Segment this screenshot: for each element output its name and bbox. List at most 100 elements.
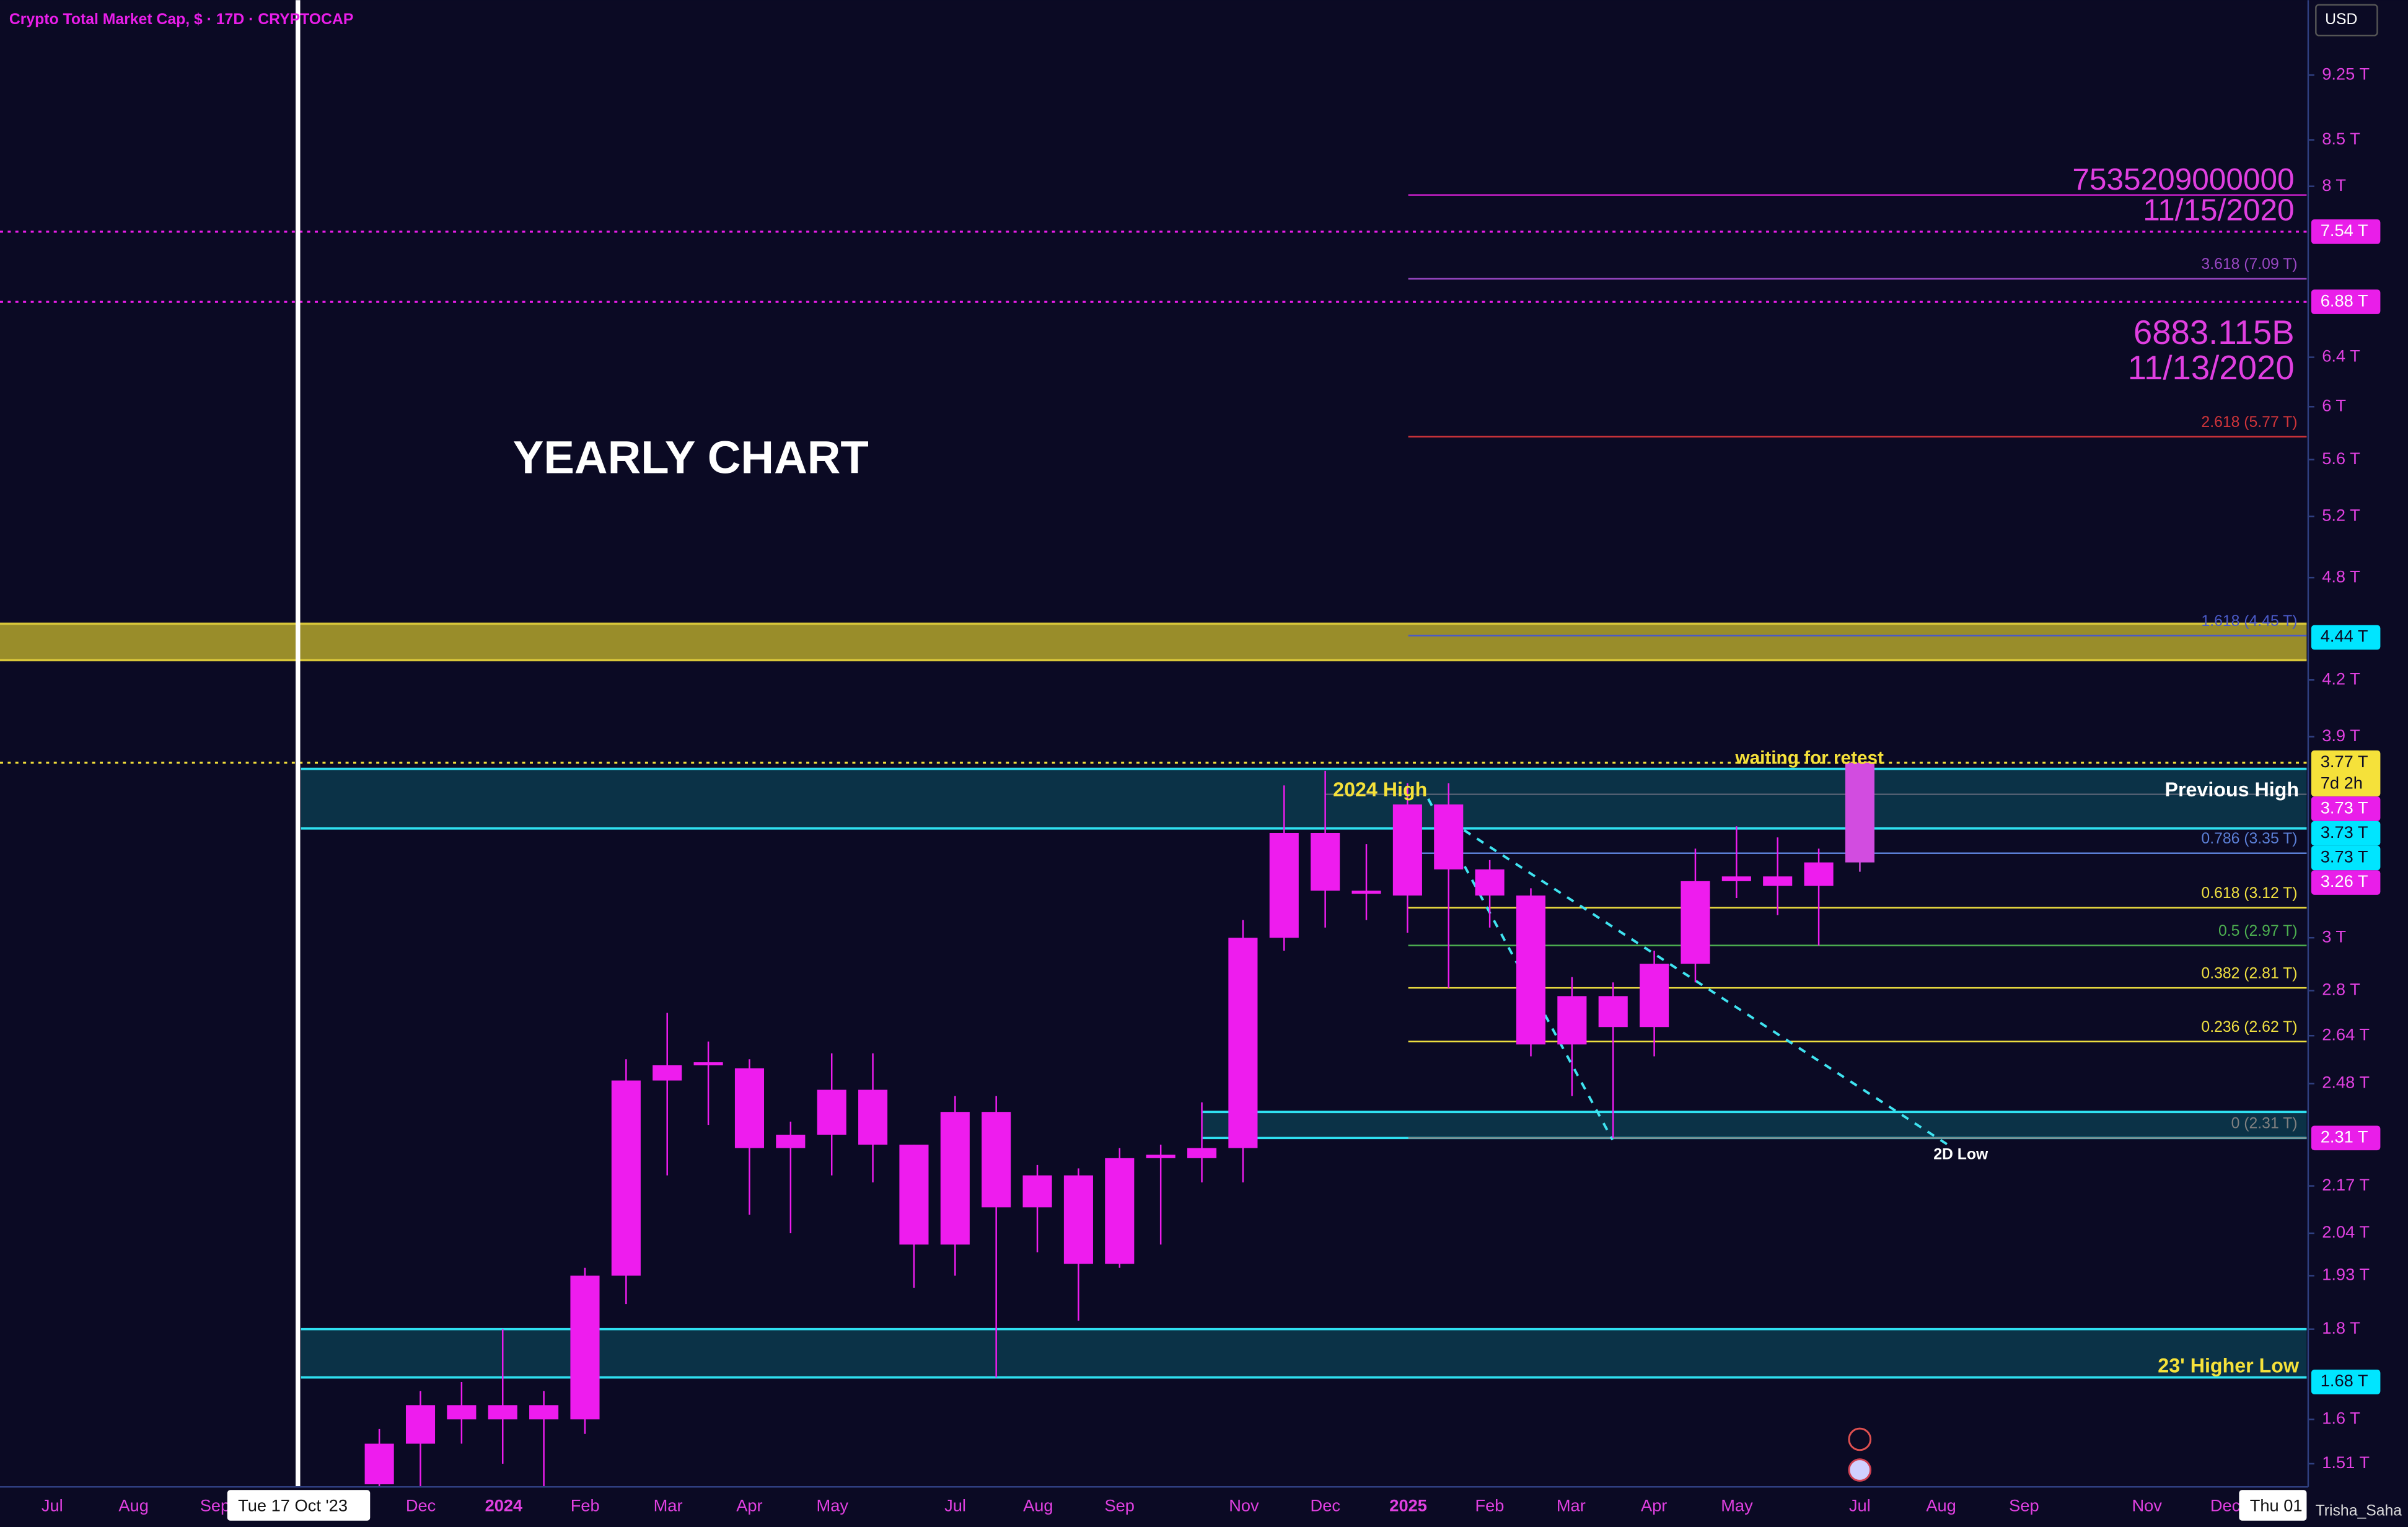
fib-label: 0 (2.31 T) [2231,1116,2298,1132]
candle-body [1640,964,1669,1028]
y-tick-label: 1.8 T [2322,1318,2360,1337]
candle-body [1516,896,1546,1045]
price-label: 3.73 T [2321,798,2368,817]
price-label: 2.31 T [2321,1127,2368,1146]
trend-line [1450,821,1948,1146]
fib-label: 1.618 (4.45 T) [2201,613,2297,630]
cursor-label: Thu 01 [2250,1496,2303,1515]
y-tick-label: 2.8 T [2322,980,2360,999]
x-tick-label: Aug [1023,1496,1053,1515]
x-tick-label: Aug [1926,1496,1956,1515]
price-label-countdown: 7d 2h [2321,773,2363,793]
y-tick-label: 4.2 T [2322,669,2360,688]
price-label: 7.54 T [2321,221,2368,240]
levels: 3.618 (7.09 T) 2.618 (5.77 T) 1.618 (4.45 … [0,194,2307,1139]
candle-body [1845,762,1874,863]
candle-body [529,1405,559,1420]
cursor-label: Tue 17 Oct '23 [238,1496,348,1515]
currency-box[interactable] [2315,4,2378,37]
price-label-box [2311,1370,2381,1394]
currency: USD [2325,11,2357,28]
y-tick-label: 5.6 T [2322,449,2360,468]
cursor-label-box [227,1490,371,1521]
price-label: 3.26 T [2321,871,2368,891]
price-label: 4.44 T [2321,627,2368,646]
price-label-box [2311,625,2381,650]
x-tick-label: Dec [406,1496,436,1515]
candle-body [1681,881,1710,964]
candle-body [1351,891,1381,894]
annotation: 23' Higher Low [2158,1354,2300,1376]
price-label-box [2311,219,2381,244]
cursor-label-box [2239,1490,2307,1521]
event-icon[interactable] [1848,1458,1872,1482]
x-tick-label: Jul [1849,1496,1871,1515]
x-tick-label: Dec [2210,1496,2240,1515]
price-label: 3.77 T [2321,752,2368,771]
y-tick-label: 8 T [2322,175,2346,195]
x-tick-label: Mar [1557,1496,1586,1515]
zone [1202,1112,2307,1138]
x-tick-label: Dec [1311,1496,1340,1515]
fib-label: 0.382 (2.81 T) [2201,965,2297,982]
zones [0,622,2307,1379]
candle-body [1022,1175,1052,1208]
fib-label: 0.618 (3.12 T) [2201,885,2297,902]
y-tick-label: 1.51 T [2322,1453,2370,1472]
y-tick-label: 5.2 T [2322,505,2360,524]
candle-body [858,1089,888,1145]
candle-body [488,1405,517,1420]
event-icon[interactable] [1848,1427,1872,1451]
y-tick-label: 6.4 T [2322,346,2360,366]
x-tick-label: Mar [654,1496,683,1515]
candle-body [1598,996,1628,1028]
fib-label: 3.618 (7.09 T) [2201,256,2297,273]
price-label-box [2311,1125,2381,1151]
price-label-box [2311,821,2381,846]
axes: 9.25 T 8.5 T 8 T 6.4 T 6 T 5.6 T 5.2 T 4.8 T 4.2… [42,64,2402,1521]
fib-label: 0.236 (2.62 T) [2201,1019,2297,1036]
y-tick-label: 2.04 T [2322,1222,2370,1241]
candle-body [776,1134,806,1148]
x-tick-label: Jul [944,1496,966,1515]
candle-body [1311,832,1340,891]
candle-body [611,1080,641,1276]
candle-body [364,1443,394,1485]
annotation: Previous High [2165,778,2300,801]
annotation: 11/15/2020 [2143,192,2294,227]
x-tick-label: Aug [118,1496,149,1515]
candle-body [1434,804,1464,869]
x-tick-label: 2025 [1389,1496,1427,1515]
x-tick-label: Apr [1641,1496,1667,1515]
candle-body [1721,876,1751,881]
candle-body [1763,876,1793,886]
x-tick-label: 2024 [485,1496,523,1515]
y-tick-label: 3 T [2322,926,2346,946]
watermark: Trisha_Saha [2316,1502,2402,1519]
icons [1848,1427,1872,1482]
candle-body [817,1089,846,1135]
annotation: 11/13/2020 [2128,349,2295,387]
annotation: waiting for retest [1734,747,1884,768]
x-tick-label: Sep [2009,1496,2039,1515]
candle-body [405,1405,436,1444]
price-label: 6.88 T [2321,291,2368,310]
price-label-box [2311,750,2381,797]
y-tick-label: 2.48 T [2322,1073,2370,1092]
zone [301,1329,2307,1378]
annotation: 2024 High [1333,778,1427,801]
candle-body [1063,1175,1093,1264]
annotation: 2D Low [1933,1146,1988,1163]
candle-body [653,1065,682,1081]
candle-body [1475,869,1505,896]
x-tick-label: May [817,1496,849,1515]
fib-label: 0.786 (3.35 T) [2201,830,2297,847]
candle-body [693,1062,723,1066]
annotation: 7535209000000 [2072,162,2294,196]
y-tick-label: 3.9 T [2322,726,2360,745]
x-tick-label: May [1721,1496,1753,1515]
x-tick-label: Sep [1104,1496,1135,1515]
